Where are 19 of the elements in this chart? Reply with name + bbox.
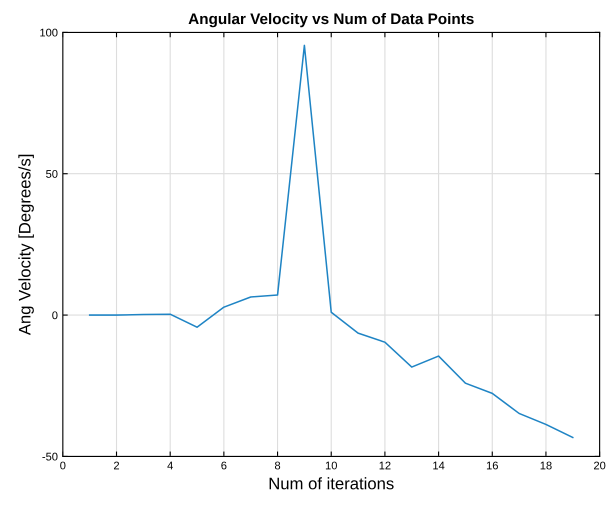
x-tick-label: 16 [486,462,498,470]
x-tick-label: 20 [594,462,606,470]
y-tick-label: 0 [52,311,58,320]
x-tick-label: 4 [167,462,173,470]
x-tick-label: 2 [114,462,120,470]
chart-title: Angular Velocity vs Num of Data Points [188,12,474,28]
x-axis-title: Num of iterations [270,477,394,490]
y-tick-label: 50 [46,170,58,178]
y-axis-title: Ang Velocity [Degrees/s] [18,154,34,336]
x-tick-label: 8 [274,462,280,470]
x-tick-label: 12 [380,462,391,470]
x-tick-label: 14 [433,462,444,470]
x-tick-label: 6 [221,462,226,470]
x-tick-label: 0 [60,462,66,470]
x-tick-label: 10 [326,462,337,470]
x-tick-label: 18 [540,462,552,470]
line-series [88,44,574,438]
y-tick-label: 100 [40,28,58,37]
y-tick-label: -50 [42,452,58,461]
